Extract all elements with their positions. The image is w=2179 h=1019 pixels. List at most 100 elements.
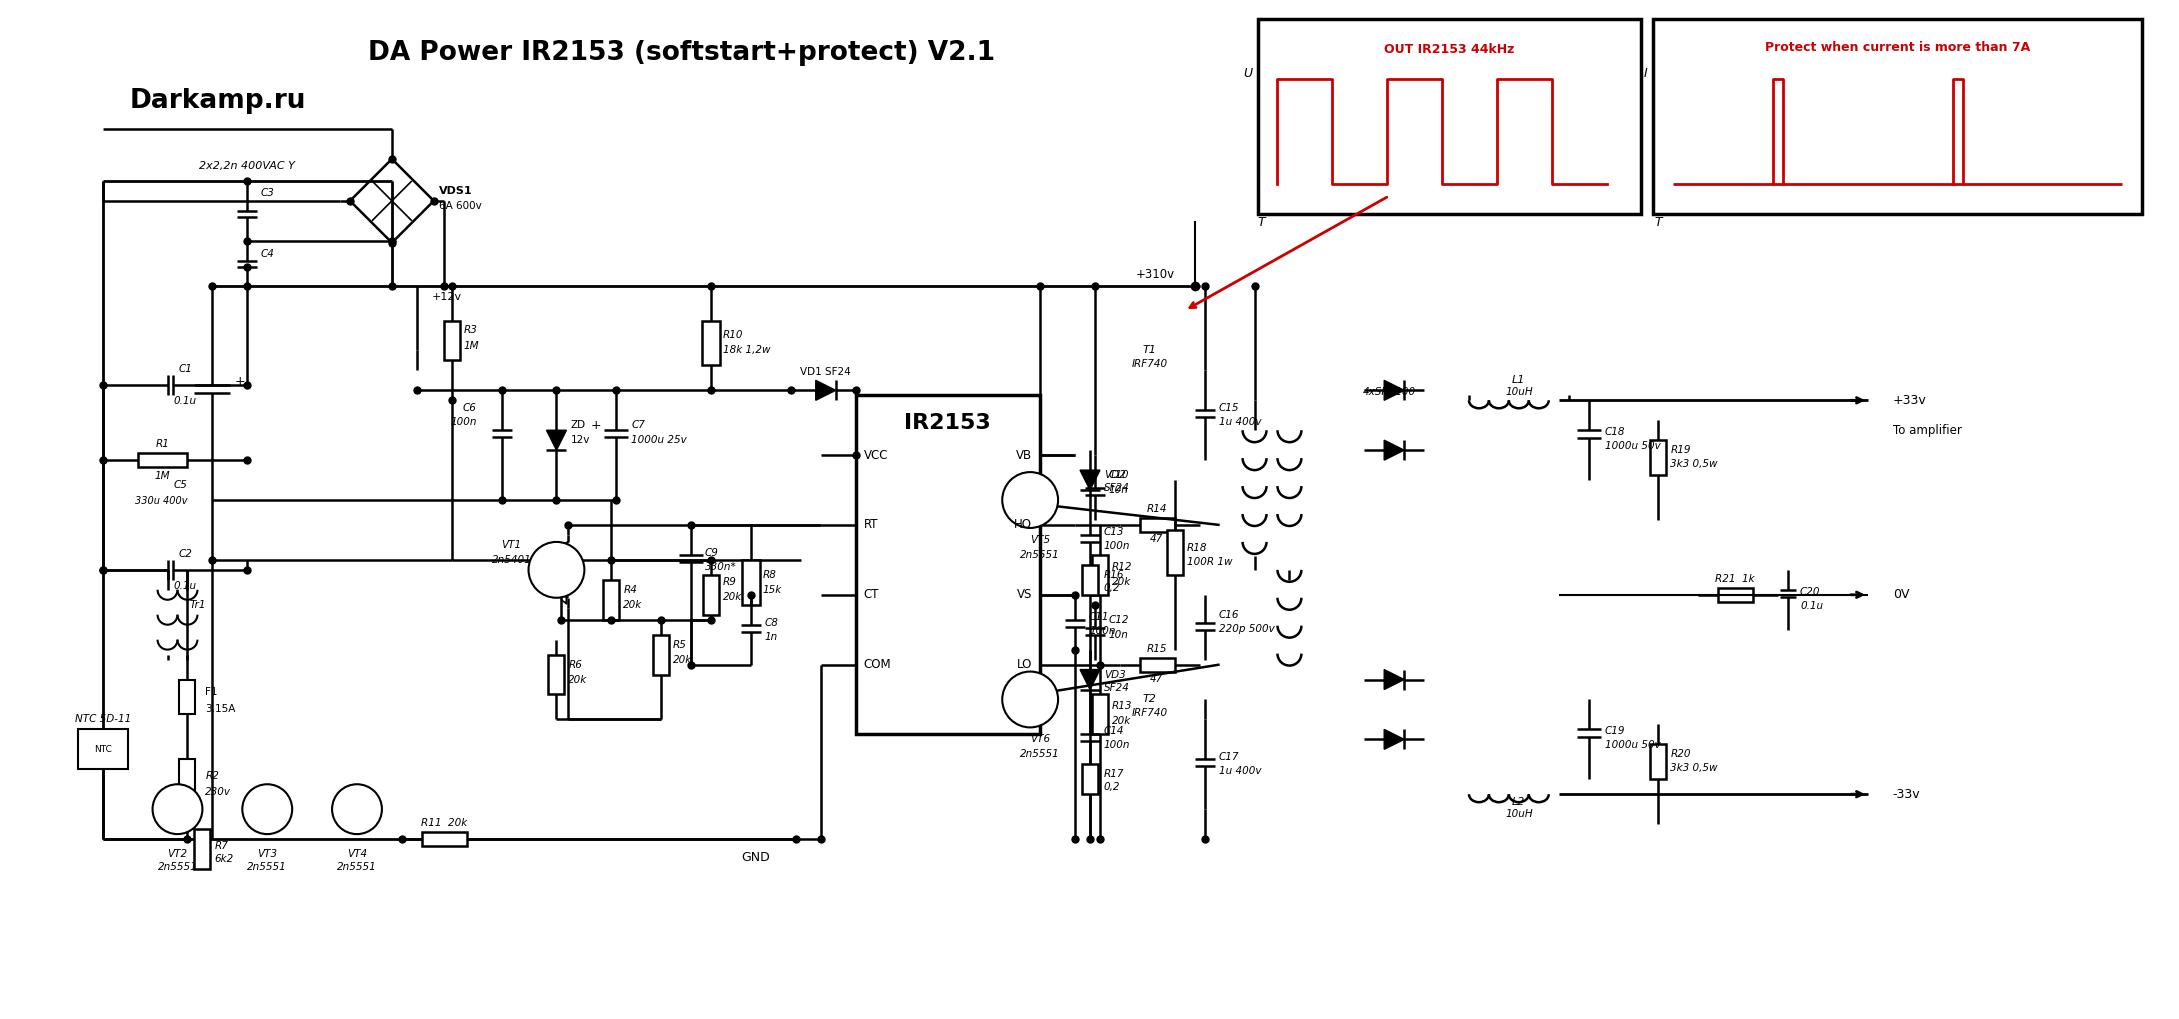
Text: 1u 400v: 1u 400v [1218, 766, 1262, 776]
Text: R17: R17 [1105, 769, 1124, 780]
Text: R21  1k: R21 1k [1715, 574, 1754, 584]
Circle shape [529, 542, 584, 598]
Text: 230v: 230v [205, 788, 231, 797]
Bar [1654, 19, 2142, 214]
Text: 20k: 20k [1111, 577, 1131, 587]
Text: 1n: 1n [765, 632, 778, 642]
Text: 2n5551: 2n5551 [338, 862, 377, 872]
Polygon shape [547, 430, 567, 450]
Text: 1000u 50v: 1000u 50v [1604, 741, 1660, 750]
Text: 2n5401: 2n5401 [492, 555, 532, 565]
Text: VCC: VCC [863, 448, 889, 462]
Text: 0.1u: 0.1u [174, 581, 196, 591]
Text: Protect when current is more than 7A: Protect when current is more than 7A [1765, 41, 2031, 54]
Text: 10uH: 10uH [1506, 809, 1532, 819]
Polygon shape [1081, 470, 1100, 490]
Bar [1140, 657, 1174, 672]
Polygon shape [1384, 669, 1403, 690]
Text: 100R 1w: 100R 1w [1188, 556, 1233, 567]
Text: +310v: +310v [1135, 268, 1174, 281]
Text: SF24: SF24 [1105, 683, 1131, 693]
Text: 47: 47 [1151, 534, 1164, 544]
Text: GND: GND [741, 851, 771, 863]
Text: -33v: -33v [1894, 788, 1920, 801]
Text: IRF740: IRF740 [1131, 360, 1168, 370]
Text: C16: C16 [1218, 609, 1240, 620]
Text: 220p 500v: 220p 500v [1218, 624, 1275, 634]
Text: R3: R3 [464, 325, 477, 335]
Text: T2: T2 [1144, 695, 1157, 704]
Bar [654, 635, 669, 675]
Text: 20k: 20k [1111, 716, 1131, 727]
Text: 2n5551: 2n5551 [248, 862, 288, 872]
Text: 18k 1,2w: 18k 1,2w [723, 345, 771, 356]
Text: 2n5551: 2n5551 [1020, 749, 1059, 759]
Polygon shape [815, 380, 837, 400]
Bar [423, 833, 466, 846]
Text: R9: R9 [723, 577, 737, 587]
Text: LO: LO [1018, 658, 1033, 672]
Text: C5: C5 [174, 480, 187, 490]
Text: 2x2,2n 400VAC Y: 2x2,2n 400VAC Y [198, 161, 294, 171]
Text: CT: CT [863, 588, 878, 601]
Text: C2: C2 [179, 549, 192, 558]
Text: 20k: 20k [723, 592, 743, 602]
Text: 1M: 1M [464, 341, 479, 352]
Text: 15k: 15k [763, 585, 782, 595]
Text: 1000u 50v: 1000u 50v [1604, 441, 1660, 451]
Text: OUT IR2153 44kHz: OUT IR2153 44kHz [1384, 43, 1514, 56]
Text: NTC: NTC [94, 745, 111, 754]
Circle shape [153, 785, 203, 835]
Text: VT4: VT4 [346, 849, 366, 859]
Text: VT2: VT2 [168, 849, 187, 859]
Text: 10n: 10n [1109, 630, 1129, 640]
Bar [194, 829, 211, 869]
Bar [604, 580, 619, 620]
Text: 20k: 20k [673, 654, 693, 664]
Text: 100n: 100n [1090, 626, 1116, 636]
Text: 0V: 0V [1894, 588, 1909, 601]
Text: C19: C19 [1604, 727, 1626, 737]
Text: VD3: VD3 [1105, 669, 1127, 680]
Text: R14: R14 [1146, 504, 1168, 514]
Text: +: + [235, 375, 244, 388]
Circle shape [242, 785, 292, 835]
Text: VD1 SF24: VD1 SF24 [800, 368, 852, 377]
Text: 4xSR5100: 4xSR5100 [1362, 387, 1416, 397]
Text: VT6: VT6 [1031, 735, 1050, 744]
Text: 12v: 12v [571, 435, 591, 445]
Text: T: T [1257, 216, 1266, 229]
Text: R1: R1 [155, 439, 170, 449]
Text: DA Power IR2153 (softstart+protect) V2.1: DA Power IR2153 (softstart+protect) V2.1 [368, 40, 994, 66]
Text: VB: VB [1015, 448, 1033, 462]
Circle shape [1002, 672, 1059, 728]
Text: C8: C8 [765, 618, 778, 628]
Text: 10n: 10n [1109, 485, 1129, 495]
Text: I: I [1643, 66, 1647, 79]
Circle shape [331, 785, 381, 835]
Text: 6k2: 6k2 [214, 854, 233, 864]
Text: 2n5551: 2n5551 [157, 862, 198, 872]
Bar [856, 395, 1039, 735]
Text: 0,2: 0,2 [1105, 583, 1120, 593]
Bar [78, 730, 129, 769]
Text: R8: R8 [763, 570, 776, 580]
Bar [549, 654, 564, 695]
Bar [1140, 518, 1174, 532]
Bar [1092, 695, 1107, 735]
Text: IRF740: IRF740 [1131, 708, 1168, 718]
Text: L2: L2 [1512, 797, 1525, 807]
Text: C18: C18 [1604, 427, 1626, 437]
Text: 0.1u: 0.1u [1800, 601, 1824, 610]
Text: T1: T1 [1144, 345, 1157, 356]
Text: C12: C12 [1109, 614, 1129, 625]
Text: R16: R16 [1105, 570, 1124, 580]
Circle shape [1002, 472, 1059, 528]
Text: 100n: 100n [1105, 741, 1131, 750]
Text: C10: C10 [1109, 470, 1129, 480]
Text: F1: F1 [205, 688, 218, 697]
Text: R19: R19 [1671, 445, 1691, 455]
Text: IR2153: IR2153 [904, 414, 991, 433]
Polygon shape [1384, 730, 1403, 749]
Text: R11  20k: R11 20k [421, 818, 466, 828]
